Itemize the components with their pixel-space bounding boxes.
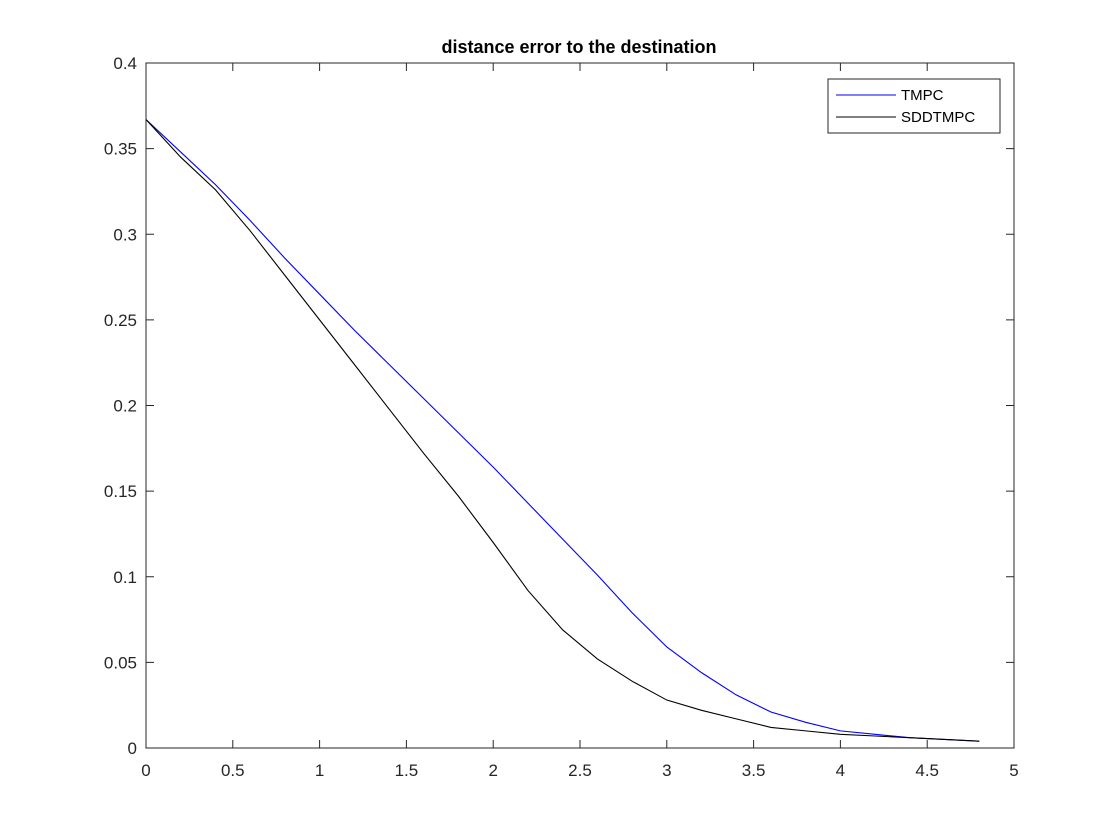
chart-title: distance error to the destination	[441, 37, 716, 57]
plot-area	[146, 63, 1014, 748]
y-tick-label: 0.35	[104, 140, 137, 159]
y-tick-label: 0.05	[104, 653, 137, 672]
x-tick-label: 0.5	[221, 761, 245, 780]
y-tick-label: 0.2	[113, 397, 137, 416]
x-tick-label: 1.5	[395, 761, 419, 780]
series-layer	[145, 119, 980, 742]
x-tick-label: 1	[315, 761, 324, 780]
x-tick-label: 2.5	[568, 761, 592, 780]
x-tick-label: 3	[662, 761, 671, 780]
y-tick-label: 0.3	[113, 225, 137, 244]
series-line-tmpc	[145, 119, 980, 742]
legend-label: TMPC	[901, 87, 944, 104]
y-tick-label: 0.25	[104, 311, 137, 330]
y-tick-label: 0	[128, 739, 137, 758]
axes-layer: 0 0.5 1 1.5 2 2.5 3 3.5 4 4.5 5 0 0.05 0.1 0.15 0.2 0.25…	[104, 54, 1019, 780]
x-tick-label: 3.5	[742, 761, 766, 780]
x-tick-label: 4	[836, 761, 845, 780]
x-tick-label: 0	[141, 761, 150, 780]
y-tick-label: 0.15	[104, 482, 137, 501]
x-tick-label: 5	[1009, 761, 1018, 780]
y-tick-label: 0.1	[113, 568, 137, 587]
y-tick-label: 0.4	[113, 54, 137, 73]
x-tick-label: 4.5	[915, 761, 939, 780]
legend-label: SDDTMPC	[901, 109, 975, 126]
x-tick-label: 2	[488, 761, 497, 780]
series-line-sddtmpc	[145, 119, 980, 742]
legend: TMPC SDDTMPC	[827, 78, 1001, 134]
legend-box	[827, 78, 1001, 134]
